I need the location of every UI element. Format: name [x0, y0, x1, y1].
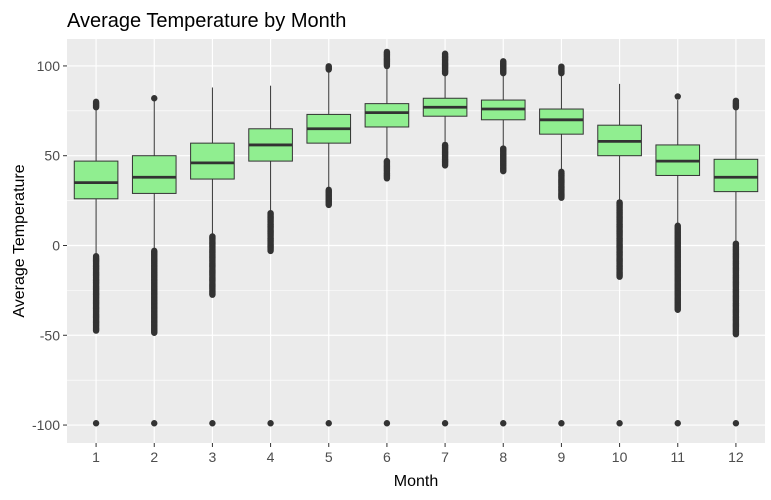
- outlier-point: [151, 95, 158, 102]
- box-month-10: [597, 83, 642, 427]
- iqr-box: [190, 142, 235, 180]
- outlier-point: [151, 329, 158, 336]
- iqr-box: [364, 103, 410, 128]
- outlier-point: [92, 327, 100, 334]
- box-month-12: [713, 97, 759, 427]
- outlier-point: [209, 420, 216, 427]
- x-tick-label: 7: [441, 449, 449, 465]
- x-tick-label: 6: [383, 449, 391, 465]
- outlier-point: [92, 420, 100, 427]
- iqr-box: [73, 160, 119, 200]
- outlier-point: [151, 420, 158, 427]
- iqr-box: [713, 158, 759, 193]
- x-axis-title: Month: [394, 473, 438, 490]
- outlier-point: [674, 420, 681, 427]
- y-axis: 100 50 0 -50 -100: [32, 58, 67, 433]
- x-tick-label: 1: [92, 449, 100, 465]
- outlier-point: [558, 194, 565, 201]
- outlier-point: [325, 63, 332, 70]
- y-tick-label: -50: [40, 327, 60, 343]
- x-tick-label: 2: [150, 449, 158, 465]
- box-month-4: [248, 85, 293, 427]
- box-month-9: [539, 63, 584, 427]
- outlier-point: [558, 420, 565, 427]
- outlier-point: [325, 420, 332, 427]
- outlier-point: [674, 93, 681, 100]
- outlier-point: [267, 420, 274, 427]
- y-tick-label: 100: [37, 58, 61, 74]
- outlier-point: [267, 247, 274, 255]
- outlier-point: [558, 63, 565, 70]
- outlier-point: [383, 175, 391, 182]
- outlier-point: [500, 167, 507, 175]
- x-tick-label: 4: [267, 449, 275, 465]
- box-series: [73, 48, 759, 427]
- chart-title: Average Temperature by Month: [67, 10, 346, 32]
- outlier-point: [674, 306, 681, 313]
- box-month-11: [655, 93, 701, 427]
- box-month-5: [306, 63, 352, 427]
- box-month-6: [364, 48, 410, 427]
- y-tick-label: -100: [32, 417, 60, 433]
- y-tick-label: 50: [44, 148, 60, 164]
- box-month-7: [422, 50, 468, 427]
- outlier-point: [732, 330, 740, 338]
- outlier-point: [383, 48, 391, 56]
- outlier-point: [441, 162, 449, 169]
- outlier-point: [616, 273, 623, 280]
- box-month-2: [131, 95, 177, 427]
- x-tick-label: 9: [558, 449, 566, 465]
- outlier-point: [732, 97, 740, 104]
- box-month-1: [73, 98, 119, 427]
- outlier-point: [325, 201, 332, 209]
- outlier-point: [732, 420, 740, 427]
- x-tick-label: 11: [670, 449, 685, 465]
- x-axis: 1 2 3 4 5 6 7 8 9 10 11 12: [92, 443, 744, 465]
- iqr-box: [539, 108, 584, 135]
- box-month-8: [480, 58, 526, 427]
- outlier-point: [383, 420, 391, 427]
- y-axis-title: Average Temperature: [11, 164, 28, 317]
- iqr-box: [131, 155, 177, 194]
- x-tick-label: 10: [612, 449, 628, 465]
- y-tick-label: 0: [52, 237, 60, 253]
- outlier-point: [209, 291, 216, 298]
- outlier-point: [441, 420, 449, 427]
- plot-panel: [67, 39, 765, 443]
- x-tick-label: 12: [728, 449, 744, 465]
- x-tick-label: 3: [209, 449, 217, 465]
- outlier-point: [616, 420, 623, 427]
- x-tick-label: 8: [499, 449, 507, 465]
- outlier-point: [500, 420, 507, 427]
- outlier-point: [441, 50, 449, 57]
- x-tick-label: 5: [325, 449, 333, 465]
- outlier-point: [500, 58, 507, 65]
- box-month-3: [190, 87, 235, 427]
- outlier-point: [92, 98, 100, 106]
